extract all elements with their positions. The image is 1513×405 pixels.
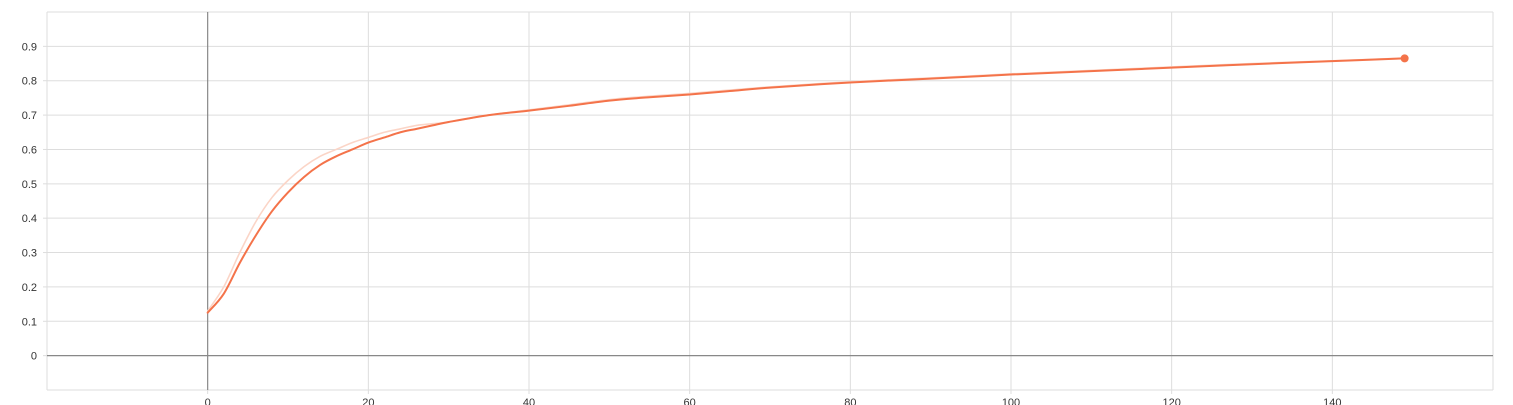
tick-label-layer: 0 20 40 60 80 100 120 140 0 0.1 0.2 0.3 0.4 0.5 0.6 0.7… bbox=[22, 41, 1342, 405]
x-tick-label: 40 bbox=[523, 397, 535, 405]
y-tick-label: 0.4 bbox=[22, 213, 37, 225]
y-tick-label: 0.3 bbox=[22, 248, 37, 260]
x-tick-label: 0 bbox=[205, 397, 211, 405]
y-tick-label: 0.8 bbox=[22, 76, 37, 88]
series-layer bbox=[206, 54, 1409, 314]
y-tick-label: 0.1 bbox=[22, 316, 37, 328]
y-tick-label: 0 bbox=[31, 351, 37, 363]
x-tick-label: 100 bbox=[1002, 397, 1020, 405]
x-tick-label: 20 bbox=[362, 397, 374, 405]
x-tick-label: 80 bbox=[844, 397, 856, 405]
x-tick-label: 120 bbox=[1162, 397, 1180, 405]
series-end-point[interactable] bbox=[1400, 54, 1409, 63]
grid-layer bbox=[43, 11, 1494, 394]
x-tick-label: 60 bbox=[684, 397, 696, 405]
smoothed-series-line bbox=[206, 57, 1406, 314]
y-tick-label: 0.6 bbox=[22, 144, 37, 156]
raw-series-line bbox=[206, 57, 1406, 312]
y-tick-label: 0.7 bbox=[22, 110, 37, 122]
y-tick-label: 0.5 bbox=[22, 179, 37, 191]
axis-layer bbox=[47, 12, 1493, 390]
x-tick-label: 140 bbox=[1323, 397, 1341, 405]
y-tick-label: 0.2 bbox=[22, 282, 37, 294]
y-tick-label: 0.9 bbox=[22, 41, 37, 53]
